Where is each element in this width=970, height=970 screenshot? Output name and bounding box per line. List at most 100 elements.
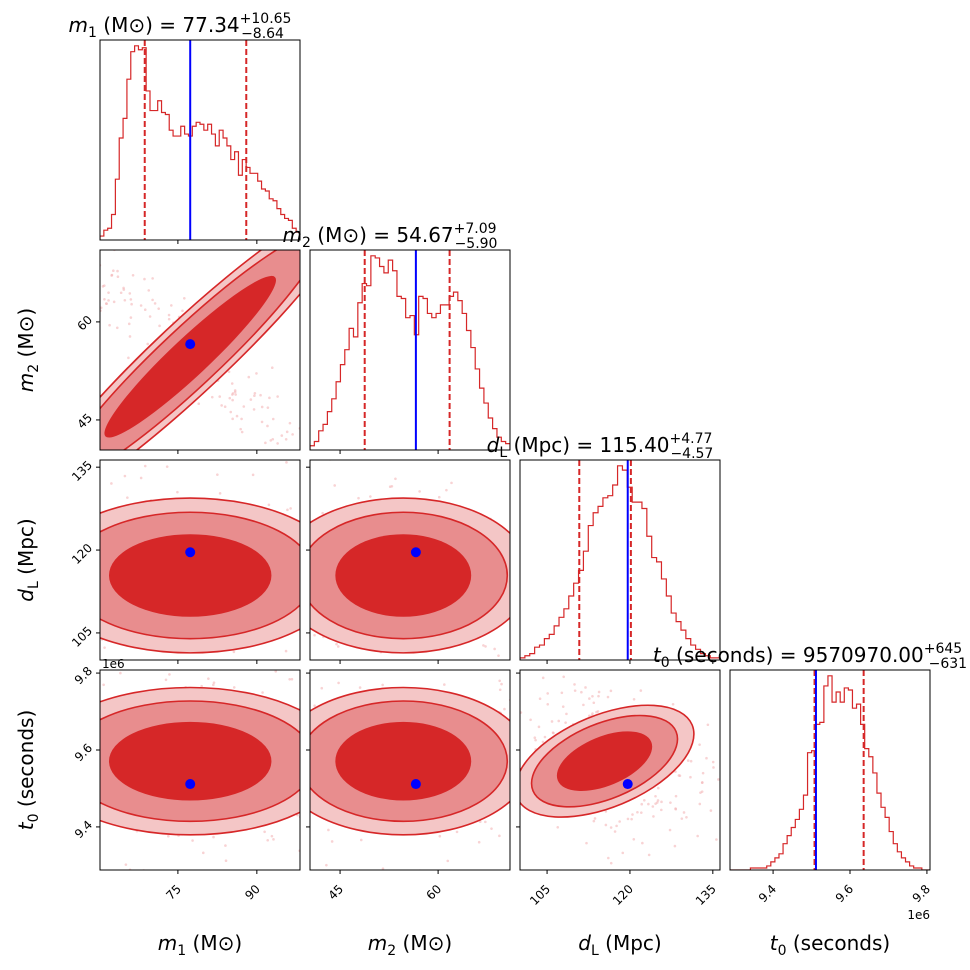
sample-point (66, 289, 69, 292)
sample-point (158, 324, 161, 328)
sample-point (535, 549, 538, 552)
sample-point (270, 366, 274, 369)
sample-point (302, 425, 305, 428)
sample-point (327, 828, 330, 832)
sample-point (484, 820, 487, 824)
sample-point (262, 451, 265, 454)
sample-point (267, 499, 270, 502)
truth-marker (185, 339, 196, 350)
sample-point (482, 644, 485, 647)
sample-point (101, 285, 105, 288)
sample-point (286, 508, 289, 512)
sample-point (556, 825, 560, 829)
sample-point (212, 683, 215, 687)
sample-point (351, 667, 354, 670)
sample-point (143, 277, 146, 281)
sample-point (711, 760, 715, 764)
sample-point (717, 778, 720, 781)
sample-point (517, 603, 520, 606)
sample-point (115, 326, 119, 330)
sample-point (89, 603, 92, 606)
contour-panel-m1-t0 (48, 670, 321, 880)
sample-point (87, 254, 90, 257)
sample-point (82, 578, 85, 581)
sample-point (438, 834, 442, 838)
sample-point (325, 506, 328, 509)
contour-level-3 (556, 731, 653, 791)
sample-point (65, 831, 68, 834)
sample-point (151, 298, 154, 302)
sample-point (562, 622, 565, 625)
sample-point (579, 637, 582, 640)
sample-point (232, 686, 236, 689)
sample-point (418, 490, 421, 493)
sample-point (204, 877, 207, 880)
sample-point (30, 247, 33, 250)
sample-point (48, 770, 51, 773)
sample-point (67, 602, 70, 605)
sample-point (700, 781, 704, 784)
sample-point (529, 718, 532, 722)
sample-point (606, 695, 610, 699)
sample-point (541, 676, 545, 680)
sample-point (587, 714, 591, 718)
sample-point (82, 276, 85, 279)
sample-point (100, 306, 103, 310)
sample-point (558, 597, 561, 600)
sample-point (43, 258, 46, 261)
sample-point (632, 838, 636, 841)
sample-point (585, 841, 588, 845)
sample-point (565, 712, 568, 716)
sample-point (521, 645, 524, 648)
sample-point (636, 810, 639, 814)
sample-point (288, 677, 291, 681)
sample-point (107, 291, 110, 294)
sample-point (534, 738, 537, 742)
contour-level-3 (335, 721, 472, 801)
sample-point (259, 393, 262, 397)
sample-point (609, 826, 613, 829)
sample-point (478, 820, 482, 824)
sample-point (266, 424, 269, 428)
sample-point (533, 736, 537, 739)
sample-point (597, 694, 600, 698)
sample-point (210, 395, 214, 399)
sample-point (61, 265, 64, 268)
y-tick-label: 60 (74, 313, 95, 334)
sample-point (313, 633, 316, 637)
sample-point (90, 287, 93, 290)
sample-point (94, 276, 97, 279)
sample-point (514, 596, 517, 599)
x-tick-label: 75 (163, 882, 184, 903)
sample-point (230, 382, 234, 385)
sample-point (536, 695, 539, 698)
sample-point (308, 454, 311, 457)
sample-point (321, 511, 324, 515)
sample-point (295, 456, 298, 459)
sample-point (92, 498, 95, 501)
sample-point (40, 636, 43, 639)
sample-point (738, 842, 741, 845)
sample-point (706, 723, 710, 727)
sample-point (498, 688, 502, 692)
histogram-m2 (310, 255, 510, 450)
sample-point (443, 683, 446, 686)
contour-level-3 (108, 534, 272, 617)
sample-point (544, 627, 547, 630)
sample-point (511, 719, 514, 722)
sample-point (85, 291, 88, 294)
sample-point (303, 601, 306, 604)
sample-point (49, 668, 52, 671)
sample-point (700, 883, 703, 886)
sample-point (92, 680, 95, 683)
sample-point (318, 695, 321, 698)
sample-point (300, 426, 303, 429)
sample-point (77, 596, 80, 599)
sample-point (123, 474, 127, 478)
sample-point (272, 838, 275, 841)
sample-point (271, 437, 275, 441)
sample-point (271, 453, 274, 456)
sample-point (701, 771, 705, 775)
sample-point (103, 646, 106, 649)
